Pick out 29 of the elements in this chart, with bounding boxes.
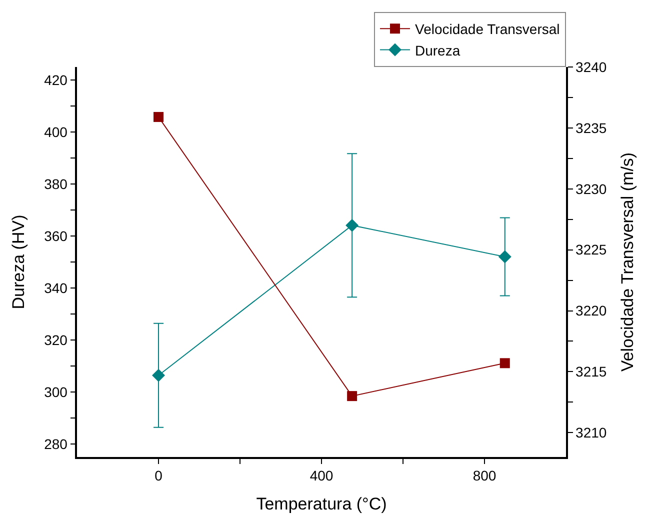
point bbox=[347, 391, 358, 402]
point bbox=[154, 112, 164, 122]
x-tick-label: 400 bbox=[310, 468, 334, 484]
y2-tick-label: 3220 bbox=[576, 302, 607, 319]
y2-tick-label: 3235 bbox=[576, 120, 607, 136]
y2-tick-label: 3210 bbox=[576, 424, 607, 441]
y-tick-label: 420 bbox=[44, 72, 68, 88]
y2-axis-title: Velocidade Transversal (m/s) bbox=[618, 152, 637, 372]
legend-label: Dureza bbox=[415, 42, 460, 58]
y-tick-label: 360 bbox=[44, 228, 68, 244]
x-axis-title: Temperatura (°C) bbox=[256, 494, 387, 514]
legend-label: Velocidade Transversal bbox=[415, 21, 560, 38]
y-tick-label: 300 bbox=[44, 384, 68, 400]
y2-tick-label: 3225 bbox=[576, 242, 607, 258]
y2-tick-label: 3240 bbox=[576, 58, 607, 75]
point bbox=[346, 218, 359, 232]
y-tick-label: 280 bbox=[44, 436, 68, 452]
y-tick-label: 320 bbox=[44, 332, 68, 348]
y-tick-label: 400 bbox=[44, 124, 68, 140]
y2-tick-label: 3215 bbox=[576, 364, 607, 380]
y-tick-label: 380 bbox=[44, 176, 68, 192]
y-axis-title: Dureza (HV) bbox=[9, 214, 28, 310]
point bbox=[498, 250, 512, 264]
point bbox=[152, 368, 165, 382]
y2-tick-label: 3230 bbox=[576, 180, 607, 197]
point bbox=[500, 358, 510, 368]
y-tick-label: 340 bbox=[44, 280, 68, 296]
x-tick-label: 800 bbox=[472, 468, 496, 484]
x-tick-label: 0 bbox=[154, 468, 163, 484]
